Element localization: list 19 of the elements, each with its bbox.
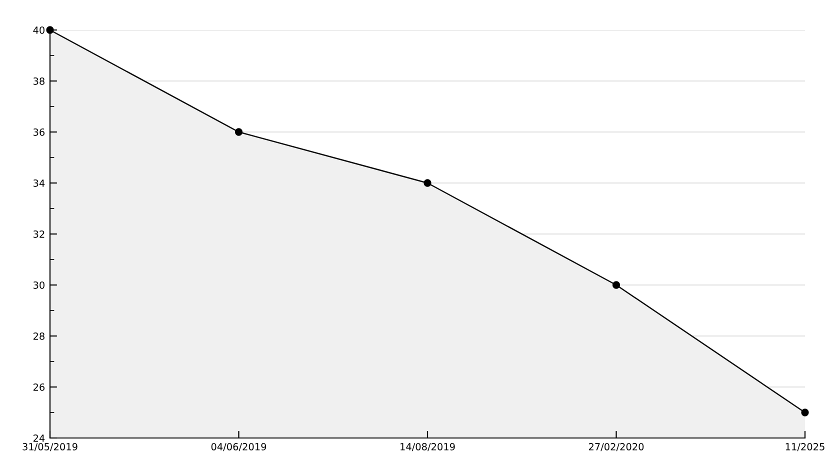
point: [612, 281, 620, 289]
x-tick-label: 04/06/2019: [211, 443, 266, 452]
point: [46, 26, 54, 34]
x-tick-label: 14/08/2019: [400, 443, 455, 452]
point: [801, 408, 809, 416]
y-tick-label: 34: [34, 179, 45, 187]
y-tick-label: 32: [34, 230, 44, 238]
point: [424, 179, 432, 187]
x-tick-label: 11/2025: [786, 443, 824, 452]
y-tick-label: 38: [34, 77, 44, 85]
x-tick-label: 27/02/2020: [588, 443, 644, 452]
point: [234, 128, 243, 136]
y-tick-label: 40: [33, 26, 44, 34]
x-tick-label: 31/05/2019: [22, 443, 78, 452]
y-tick-label: 26: [33, 383, 45, 391]
y-tick-label: 28: [33, 332, 44, 340]
y-tick-label: 30: [34, 281, 44, 289]
y-tick-label: 36: [34, 128, 45, 136]
y-tick-label: 24: [33, 434, 45, 442]
